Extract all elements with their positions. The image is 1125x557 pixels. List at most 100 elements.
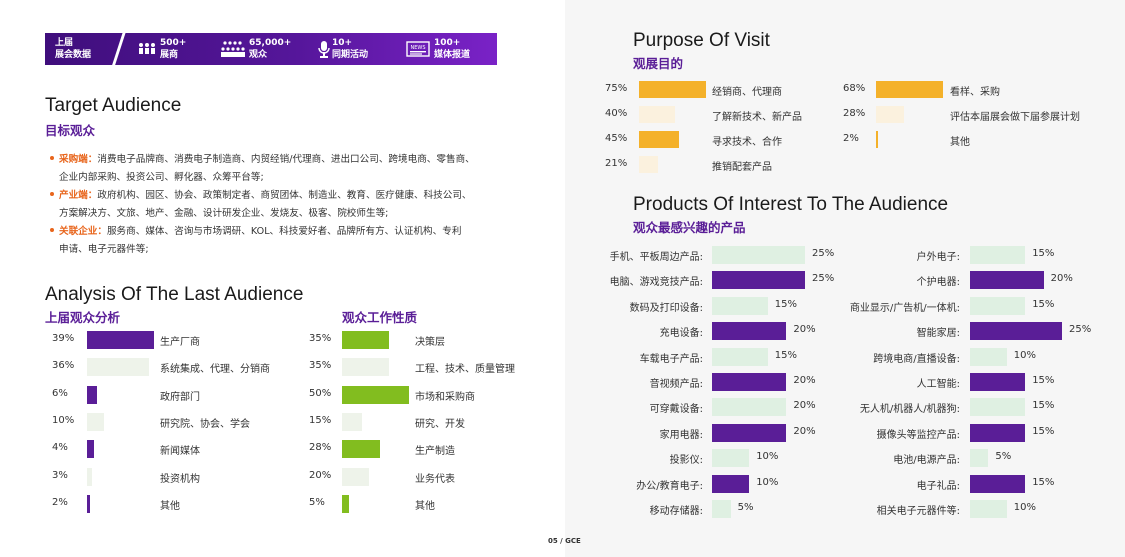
bullet-dot: [50, 228, 54, 232]
bar-label: 其他: [415, 500, 435, 512]
bar-percent: 45%: [605, 133, 628, 144]
bar: [342, 358, 389, 377]
bar: [87, 440, 94, 459]
purpose-title-en: Purpose Of Visit: [633, 30, 770, 51]
bar-label: 工程、技术、质量管理: [415, 364, 515, 376]
stat-visitors: 65,000+ 观众: [249, 37, 291, 61]
product-label: 相关电子元器件等:: [876, 506, 960, 517]
product-bar: [970, 296, 1026, 315]
product-bar: [970, 474, 1026, 493]
banner-divider: [110, 33, 127, 65]
product-label: 车载电子产品:: [639, 353, 703, 365]
bar-label: 生产制造: [415, 446, 455, 458]
product-bar: [712, 347, 768, 366]
bar-percent: 68%: [843, 83, 866, 94]
audience-category: 产业端：: [59, 190, 98, 201]
product-bar: [970, 449, 989, 468]
bar-percent: 2%: [843, 133, 859, 144]
product-label: 摄像头等监控产品:: [876, 429, 960, 441]
bar: [876, 106, 904, 123]
bar-label: 新闻媒体: [160, 446, 200, 458]
bullet-dot: [50, 156, 54, 160]
product-percent: 15%: [774, 349, 798, 361]
stat-value: 500+: [160, 38, 187, 48]
product-bar: [970, 271, 1044, 290]
audience-line: 关联企业：服务商、媒体、咨询与市场调研、KOL、科技爱好者、品牌所有方、认证机构…: [50, 223, 550, 241]
analysis-left-title: 上届观众分析: [45, 310, 121, 325]
product-bar: [712, 398, 787, 417]
product-label: 电池/电源产品:: [893, 455, 960, 467]
product-bar: [712, 449, 750, 468]
stat-events: 10+ 同期活动: [332, 37, 368, 61]
product-percent: 20%: [1050, 273, 1073, 285]
target-title-en: Target Audience: [45, 95, 182, 116]
bar-label: 业务代表: [415, 473, 455, 485]
product-bar: [712, 246, 805, 264]
product-percent: 5%: [737, 502, 754, 513]
stat-label: 同期活动: [332, 50, 369, 60]
bar-percent: 28%: [309, 442, 332, 454]
bar-label: 寻求技术、合作: [712, 137, 782, 148]
product-bar: [970, 246, 1026, 264]
product-label: 办公/教育电子:: [636, 480, 703, 492]
bar-percent: 10%: [52, 414, 75, 426]
audience-category: 关联企业：: [59, 226, 107, 237]
banner-label: 上届 展会数据: [55, 38, 92, 60]
product-percent: 20%: [793, 375, 816, 386]
product-percent: 15%: [1032, 298, 1055, 310]
product-label: 可穿戴设备:: [649, 404, 703, 416]
bar: [639, 156, 658, 173]
product-label: 充电设备:: [659, 328, 703, 340]
bar: [342, 440, 380, 459]
stat-label: 展商: [160, 50, 179, 60]
product-bar: [712, 474, 750, 493]
bar: [87, 467, 93, 486]
audience-text: 政府机构、园区、协会、政策制定者、商贸团体、制造业、教育、医疗健康、科技公司、: [97, 190, 472, 201]
product-percent: 10%: [1013, 502, 1037, 513]
bar-percent: 40%: [605, 108, 628, 119]
bar-percent: 75%: [605, 83, 628, 94]
product-label: 商业显示/广告机/一体机:: [849, 302, 960, 314]
audience-text: 消费电子品牌商、消费电子制造商、内贸经销/代理商、进出口公司、跨境电商、零售商、: [97, 154, 475, 165]
product-percent: 20%: [793, 425, 816, 437]
bar-label: 市场和采购商: [415, 391, 475, 403]
bar-percent: 20%: [309, 469, 332, 481]
stat-media: 100+ 媒体报道: [434, 37, 470, 61]
page-footer: 05 / GCE: [548, 537, 581, 545]
bar-percent: 3%: [52, 469, 68, 481]
bullet-dot: [50, 192, 54, 196]
bar: [87, 385, 98, 404]
product-bar: [712, 322, 787, 341]
product-percent: 10%: [1013, 349, 1037, 361]
bar: [639, 81, 706, 98]
product-percent: 20%: [793, 324, 816, 336]
left-page: [0, 0, 565, 557]
audience-text: 企业内部采购、投资公司、孵化器、众筹平台等;: [59, 172, 264, 183]
product-label: 个护电器:: [916, 277, 960, 289]
product-label: 手机、平板周边产品:: [609, 252, 703, 263]
product-percent: 5%: [995, 451, 1012, 463]
product-percent: 15%: [1032, 400, 1055, 412]
audience-text: 服务商、媒体、咨询与市场调研、KOL、科技爱好者、品牌所有方、认证机构、专利: [106, 226, 462, 237]
product-bar: [712, 500, 731, 518]
bar: [876, 131, 878, 148]
product-label: 电子礼品:: [916, 480, 960, 492]
bar: [87, 494, 91, 513]
audience-line: 申请、电子元器件等;: [50, 241, 550, 259]
people-group-icon: [139, 43, 155, 54]
product-label: 智能家居:: [916, 328, 960, 340]
stat-exhibitors: 500+ 展商: [160, 37, 186, 61]
audience-category: 采购端：: [59, 154, 98, 165]
product-percent: 20%: [793, 400, 816, 412]
stat-value: 65,000+: [249, 38, 292, 48]
product-percent: 15%: [1032, 375, 1055, 386]
product-percent: 15%: [1032, 476, 1055, 488]
bar-label: 评估本届展会做下届参展计划: [950, 112, 1080, 123]
bar-percent: 36%: [52, 360, 75, 372]
target-list: 采购端：消费电子品牌商、消费电子制造商、内贸经销/代理商、进出口公司、跨境电商、…: [50, 151, 550, 259]
bar-label: 经销商、代理商: [712, 87, 782, 98]
product-percent: 10%: [756, 476, 779, 488]
bar: [342, 385, 409, 404]
bar: [342, 467, 369, 486]
bar-label: 投资机构: [160, 473, 200, 485]
